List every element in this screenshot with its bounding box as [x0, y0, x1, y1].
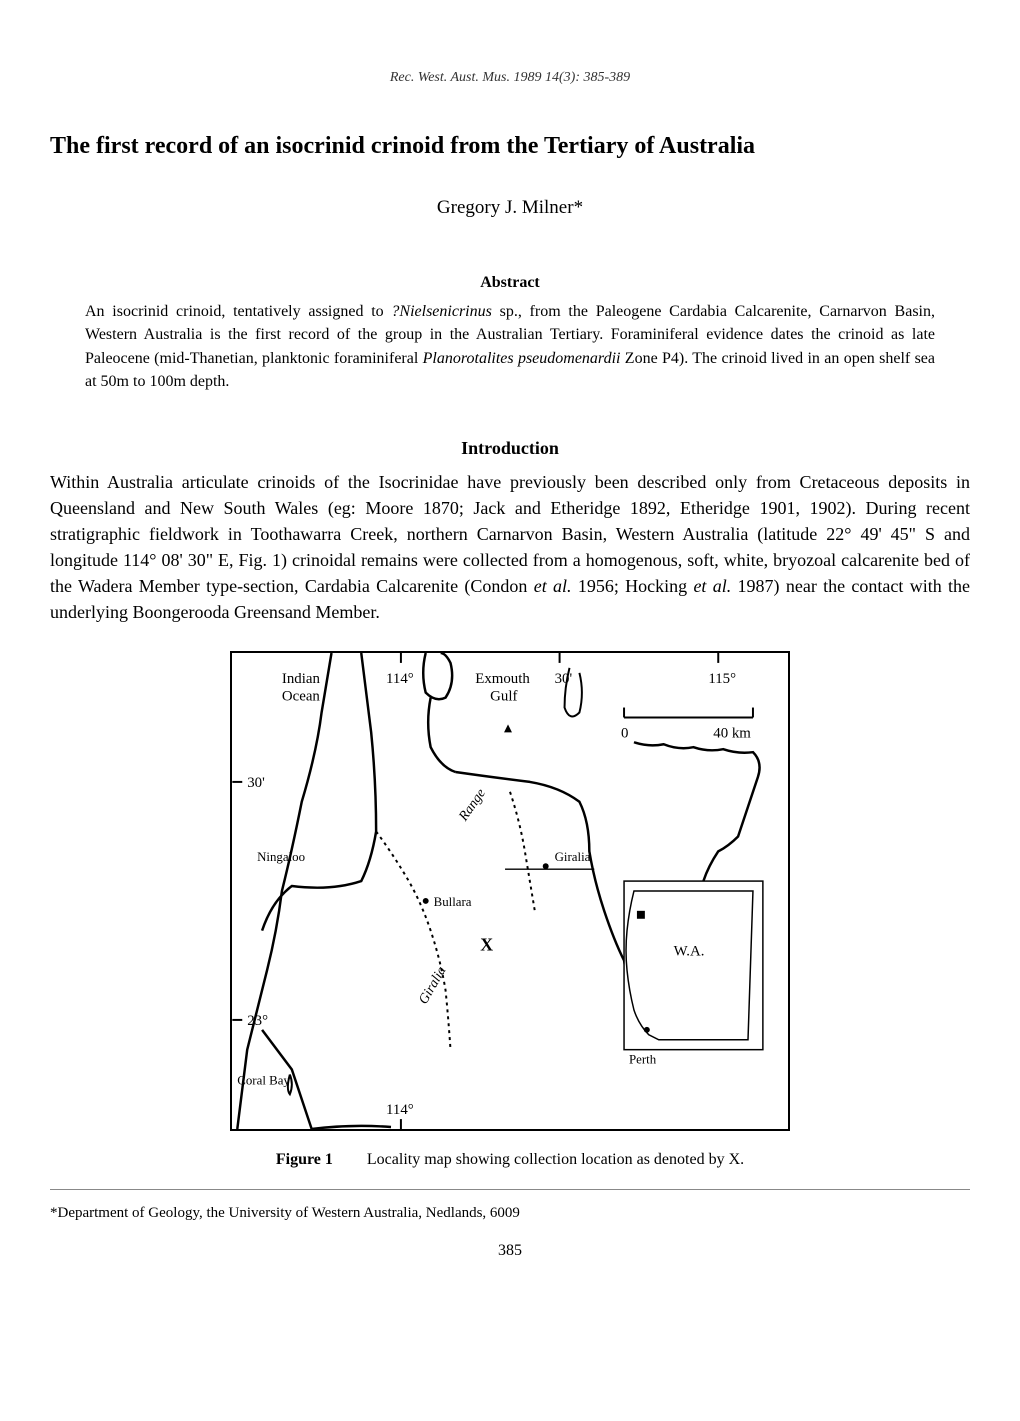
introduction-heading: Introduction [50, 438, 970, 459]
abstract-heading: Abstract [50, 274, 970, 292]
map-label-giralia: Giralia [555, 850, 591, 864]
map-label-exmouth: Exmouth [475, 670, 530, 686]
journal-citation: Rec. West. Aust. Mus. 1989 14(3): 385-38… [50, 70, 970, 86]
page-number: 385 [50, 1242, 970, 1260]
map-label-gulf: Gulf [490, 688, 517, 704]
map-label-coralbay: Coral Bay [237, 1073, 290, 1087]
map-label-indian: Indian [282, 670, 321, 686]
figure-1: Indian Ocean 114° Exmouth Gulf 30' 115° … [50, 651, 970, 1136]
map-label-30: 30' [555, 670, 573, 686]
introduction-text: Within Australia articulate crinoids of … [50, 469, 970, 626]
author-affiliation: *Department of Geology, the University o… [50, 1205, 970, 1222]
figure-caption: Figure 1 Locality map showing collection… [50, 1151, 970, 1169]
locality-map: Indian Ocean 114° Exmouth Gulf 30' 115° … [230, 651, 790, 1131]
map-label-perth: Perth [629, 1052, 657, 1066]
map-label-115: 115° [708, 670, 736, 686]
paper-title: The first record of an isocrinid crinoid… [50, 131, 970, 162]
map-label-114-bottom: 114° [386, 1102, 414, 1118]
abstract-text: An isocrinid crinoid, tentatively assign… [50, 300, 970, 393]
map-label-ocean: Ocean [282, 688, 321, 704]
scale-40: 40 km [713, 725, 751, 741]
map-label-114: 114° [386, 670, 414, 686]
map-x-marker: X [480, 934, 493, 954]
scale-0: 0 [621, 725, 628, 741]
map-lat-23: 23° [247, 1012, 268, 1028]
author-name: Gregory J. Milner* [50, 197, 970, 219]
map-label-bullara: Bullara [434, 894, 472, 908]
map-label-ningaloo: Ningaloo [257, 850, 305, 864]
footnote-divider [50, 1189, 970, 1190]
map-label-wa: W.A. [674, 943, 705, 959]
map-lat-30: 30' [247, 774, 265, 790]
